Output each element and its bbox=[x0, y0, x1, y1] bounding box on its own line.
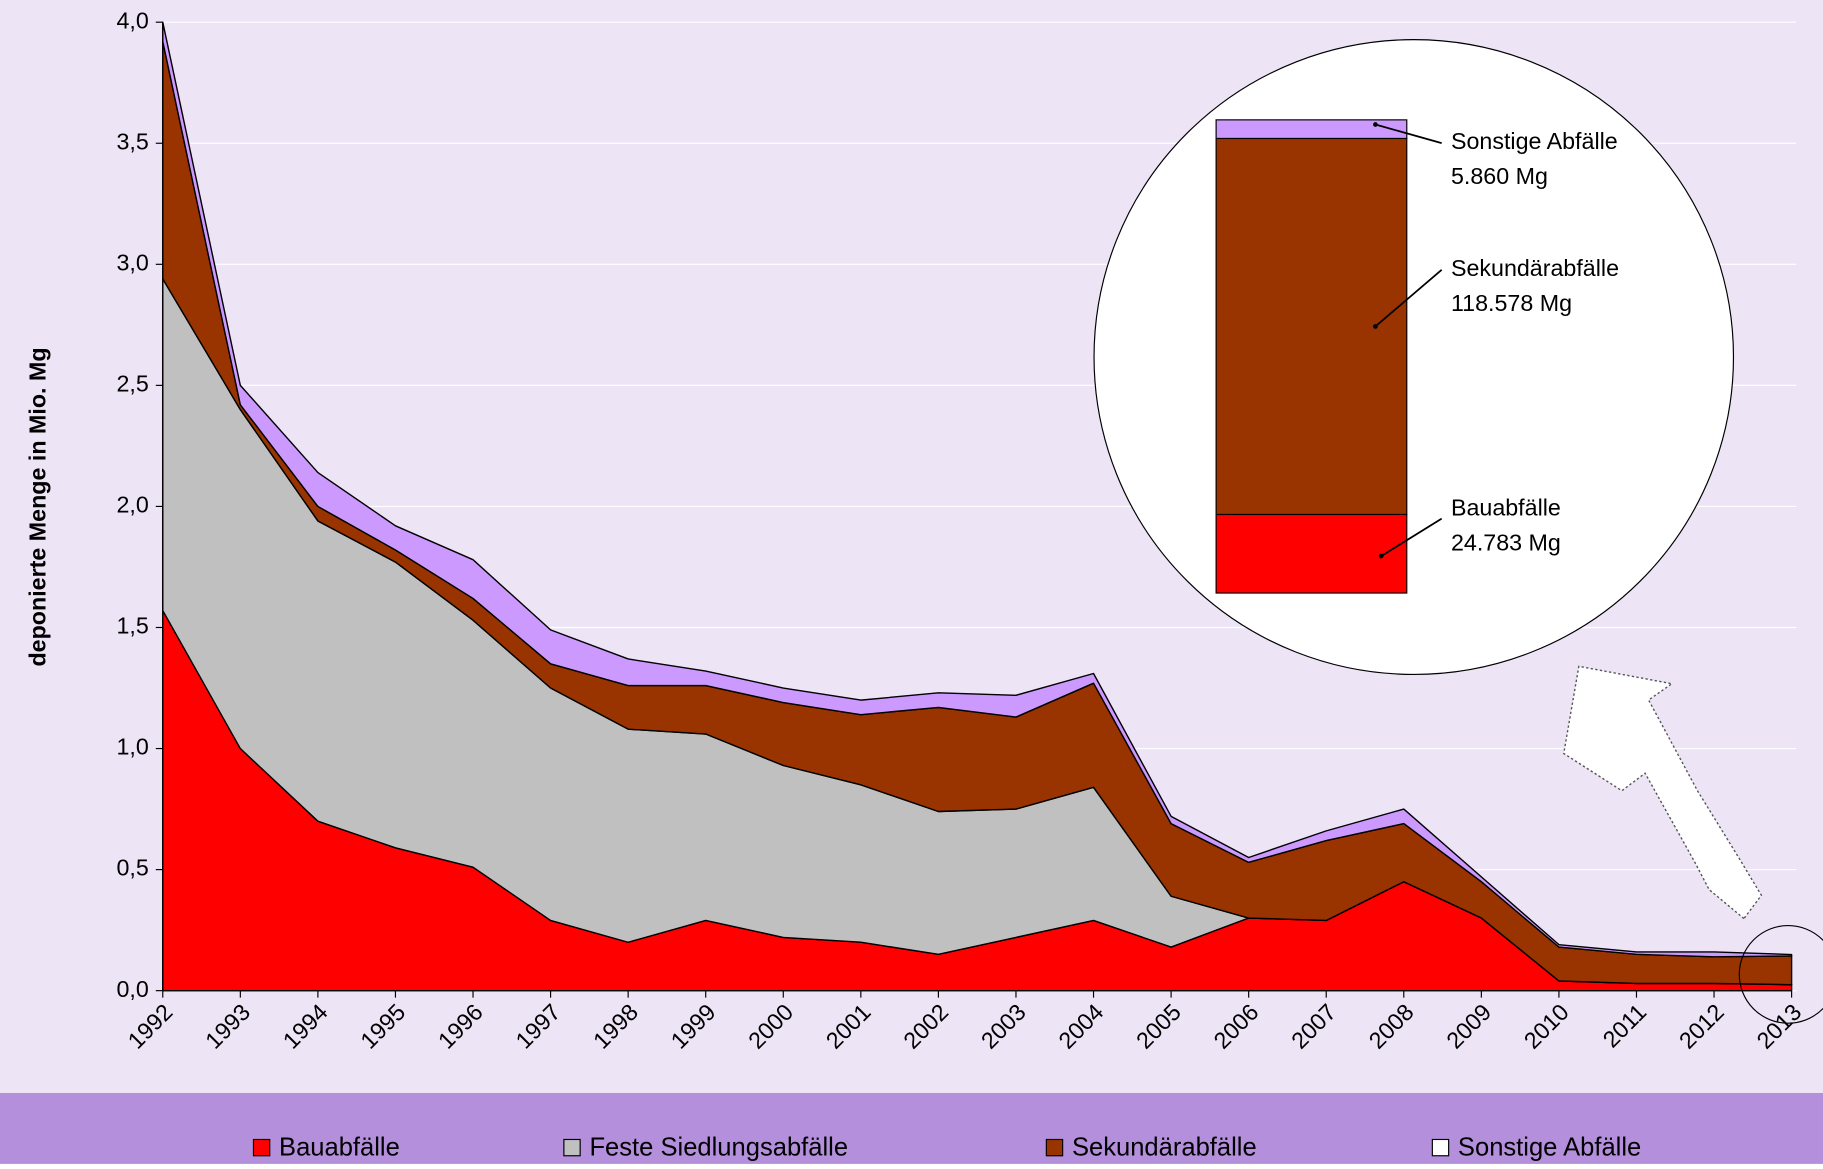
legend-swatch bbox=[563, 1138, 581, 1157]
y-axis-label: deponierte Menge in Mio. Mg bbox=[25, 347, 51, 666]
y-tick-label: 1,0 bbox=[116, 734, 148, 760]
y-tick-label: 0,5 bbox=[116, 855, 148, 881]
y-tick-label: 3,0 bbox=[116, 249, 148, 275]
y-tick-label: 2,0 bbox=[116, 492, 148, 518]
legend-label: Sonstige Abfälle bbox=[1458, 1134, 1641, 1162]
legend-label: Bauabfälle bbox=[279, 1134, 400, 1162]
y-tick-label: 1,5 bbox=[116, 613, 148, 639]
inset-value-label: 24.783 Mg bbox=[1451, 529, 1561, 555]
inset-value-label: 5.860 Mg bbox=[1451, 163, 1548, 189]
zoom-marker bbox=[1738, 924, 1823, 1024]
legend-label: Sekundärabfälle bbox=[1072, 1134, 1257, 1162]
legend-background bbox=[0, 1092, 1823, 1164]
leader-line bbox=[1374, 269, 1443, 328]
inset-bar-segment bbox=[1215, 513, 1408, 594]
legend-swatch bbox=[1045, 1138, 1064, 1157]
inset-series-name: Sonstige Abfälle bbox=[1451, 128, 1618, 154]
inset-value-label: 118.578 Mg bbox=[1451, 290, 1572, 316]
inset-series-name: Sekundärabfälle bbox=[1451, 255, 1619, 281]
y-tick-label: 0,0 bbox=[116, 976, 148, 1002]
zoom-arrow bbox=[1562, 665, 1763, 920]
y-tick-label: 4,0 bbox=[116, 7, 148, 33]
y-tick-label: 3,5 bbox=[116, 128, 148, 154]
inset-series-name: Bauabfälle bbox=[1451, 494, 1561, 520]
inset-bar-segment bbox=[1215, 119, 1408, 140]
inset-bar-segment bbox=[1215, 137, 1408, 516]
legend-swatch bbox=[252, 1138, 271, 1157]
y-tick-label: 2,5 bbox=[116, 371, 148, 397]
leader-line bbox=[1380, 517, 1443, 557]
leader-line bbox=[1375, 123, 1442, 144]
legend-swatch bbox=[1431, 1138, 1450, 1157]
legend-label: Feste Siedlungsabfälle bbox=[589, 1134, 848, 1162]
area bbox=[162, 21, 1793, 958]
